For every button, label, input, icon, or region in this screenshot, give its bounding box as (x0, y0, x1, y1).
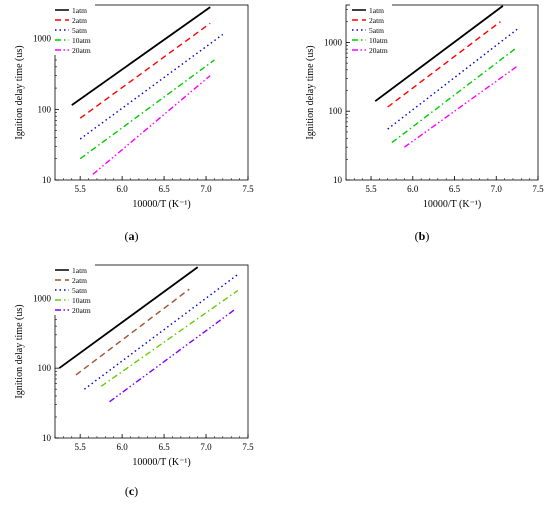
series-line-10atm (391, 46, 518, 144)
series-line-1atm (71, 6, 211, 106)
series-line-5atm (83, 273, 239, 390)
y-tick-label: 100 (38, 363, 52, 373)
x-axis-label: 10000/T (K⁻¹) (132, 457, 190, 468)
series-line-5atm (387, 28, 518, 130)
x-tick-label: 7.0 (200, 184, 212, 194)
chart-panel-3: 10 100 1000 5.5 6.0 6.5 7.0 7.5 10000/T (K⁻¹) Ign… (14, 263, 254, 498)
legend-label: 1atm (72, 6, 87, 15)
legend-label: 2atm (72, 16, 87, 25)
series-line-1atm (374, 5, 504, 102)
y-tick-label: 100 (329, 106, 343, 116)
x-tick-label: 5.5 (75, 442, 87, 452)
panel-label: (c) (125, 484, 138, 498)
legend-label: 1atm (72, 266, 87, 275)
series-line-10atm (79, 59, 215, 160)
legend-label: 20atm (369, 46, 388, 55)
legend-label: 20atm (72, 46, 91, 55)
legend-label: 5atm (72, 26, 87, 35)
series-line-20atm (109, 308, 236, 403)
x-tick-label: 7.5 (242, 442, 254, 452)
legend-box (350, 3, 392, 55)
series-line-2atm (79, 22, 211, 119)
chart-panel-1: 10 100 1000 5.5 6.0 6.5 7.0 7.5 10000/T (K⁻¹) Ign… (14, 3, 254, 243)
x-axis-label: 10000/T (K⁻¹) (423, 199, 481, 210)
x-axis-label: 10000/T (K⁻¹) (132, 199, 190, 210)
x-tick-label: 6.0 (407, 184, 419, 194)
x-tick-label: 7.0 (200, 442, 212, 452)
series-line-1atm (58, 266, 199, 369)
legend-box (53, 3, 95, 55)
y-tick-label: 1000 (324, 37, 343, 47)
legend-label: 5atm (72, 286, 87, 295)
plot-frame (54, 4, 249, 181)
plot-frame (54, 264, 249, 439)
y-tick-label: 10 (333, 175, 343, 185)
legend-label: 10atm (72, 296, 91, 305)
x-tick-label: 6.0 (117, 184, 129, 194)
y-tick-label: 1000 (33, 34, 52, 44)
x-tick-label: 5.5 (75, 184, 87, 194)
y-axis-label: Ignition delay time (us) (305, 45, 316, 139)
chart-panel-2: 10 100 1000 5.5 6.0 6.5 7.0 7.5 10000/T (K⁻¹) Ign… (305, 3, 544, 243)
series-line-2atm (75, 288, 190, 376)
legend-label: 10atm (72, 36, 91, 45)
legend-label: 20atm (72, 306, 91, 315)
x-tick-label: 6.0 (117, 442, 129, 452)
legend-label: 2atm (72, 276, 87, 285)
y-axis-label: Ignition delay time (us) (14, 45, 25, 139)
series-line-20atm (403, 65, 518, 148)
series-line-2atm (387, 21, 501, 108)
y-tick-label: 1000 (33, 293, 52, 303)
y-tick-label: 100 (38, 104, 52, 114)
legend-label: 1atm (369, 6, 384, 15)
plot-frame (345, 4, 539, 181)
panel-label: (b) (415, 229, 430, 243)
legend-label: 10atm (369, 36, 388, 45)
y-tick-label: 10 (42, 433, 52, 443)
legend-box (53, 263, 95, 315)
x-tick-label: 6.5 (449, 184, 461, 194)
y-tick-label: 10 (42, 175, 52, 185)
x-tick-label: 6.5 (158, 184, 170, 194)
panel-label: (a) (125, 229, 139, 243)
series-line-10atm (100, 289, 239, 387)
x-tick-label: 5.5 (365, 184, 377, 194)
series-line-5atm (79, 33, 224, 140)
x-tick-label: 6.5 (158, 442, 170, 452)
y-axis-label: Ignition delay time (us) (14, 304, 25, 398)
legend-label: 5atm (369, 26, 384, 35)
x-tick-label: 7.0 (491, 184, 503, 194)
x-tick-label: 7.5 (532, 184, 544, 194)
x-tick-label: 7.5 (242, 184, 254, 194)
series-line-20atm (92, 75, 211, 175)
legend-label: 2atm (369, 16, 384, 25)
